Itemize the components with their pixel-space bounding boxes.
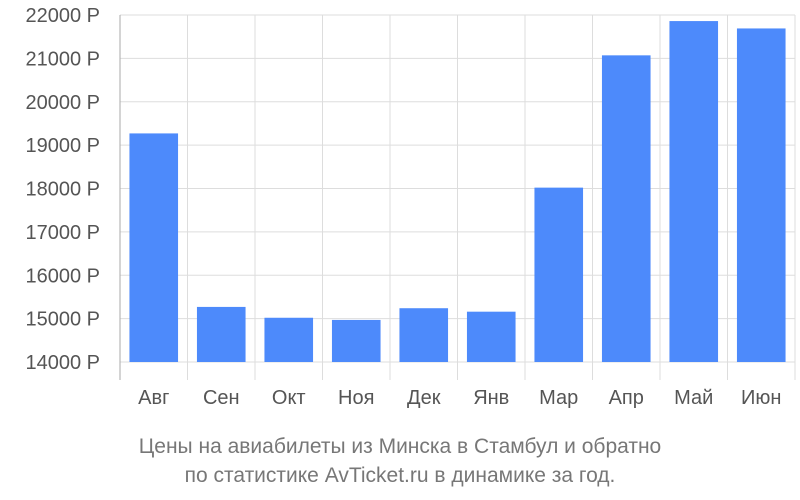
x-tick-label: Дек [407, 387, 441, 409]
caption-line-1: Цены на авиабилеты из Минска в Стамбул и… [138, 435, 662, 458]
y-tick-label: 14000 Р [25, 352, 100, 374]
x-tick-label: Янв [473, 387, 509, 409]
y-tick-label: 18000 Р [25, 179, 100, 201]
y-tick-label: 16000 Р [25, 265, 100, 287]
bar-8 [669, 21, 719, 362]
bar-9 [736, 28, 786, 362]
bar-chart: 14000 Р 15000 Р 16000 Р 17000 Р 18000 Р 19000… [25, 5, 796, 409]
y-tick-label: 15000 Р [25, 309, 100, 331]
bar-3 [331, 319, 381, 362]
grid-lines [120, 14, 796, 380]
bar-5 [466, 311, 516, 362]
bar-6 [534, 187, 584, 362]
y-tick-label: 19000 Р [25, 135, 100, 157]
bars [129, 21, 786, 363]
x-tick-label: Авг [138, 387, 169, 409]
x-tick-label: Ноя [338, 387, 374, 409]
y-tick-label: 20000 Р [25, 92, 100, 114]
y-tick-label: 22000 Р [25, 5, 100, 27]
x-tick-label: Май [674, 387, 713, 409]
bar-4 [399, 308, 449, 362]
y-tick-label: 21000 Р [25, 48, 100, 70]
bar-0 [129, 133, 179, 362]
x-tick-label: Июн [741, 387, 781, 409]
x-tick-label: Сен [203, 387, 240, 409]
x-tick-labels: Авг Сен Окт Ноя Дек Янв Мар Апр Май Июн [138, 387, 781, 409]
bar-1 [196, 306, 246, 362]
bar-7 [601, 55, 651, 363]
x-tick-label: Окт [272, 387, 306, 409]
x-tick-label: Апр [609, 387, 644, 409]
x-tick-label: Мар [539, 387, 578, 409]
bar-2 [264, 317, 314, 362]
caption-line-2: по статистике AvTicket.ru в динамике за … [184, 464, 616, 487]
y-tick-label: 17000 Р [25, 222, 100, 244]
y-tick-labels: 14000 Р 15000 Р 16000 Р 17000 Р 18000 Р 19000… [25, 5, 100, 374]
